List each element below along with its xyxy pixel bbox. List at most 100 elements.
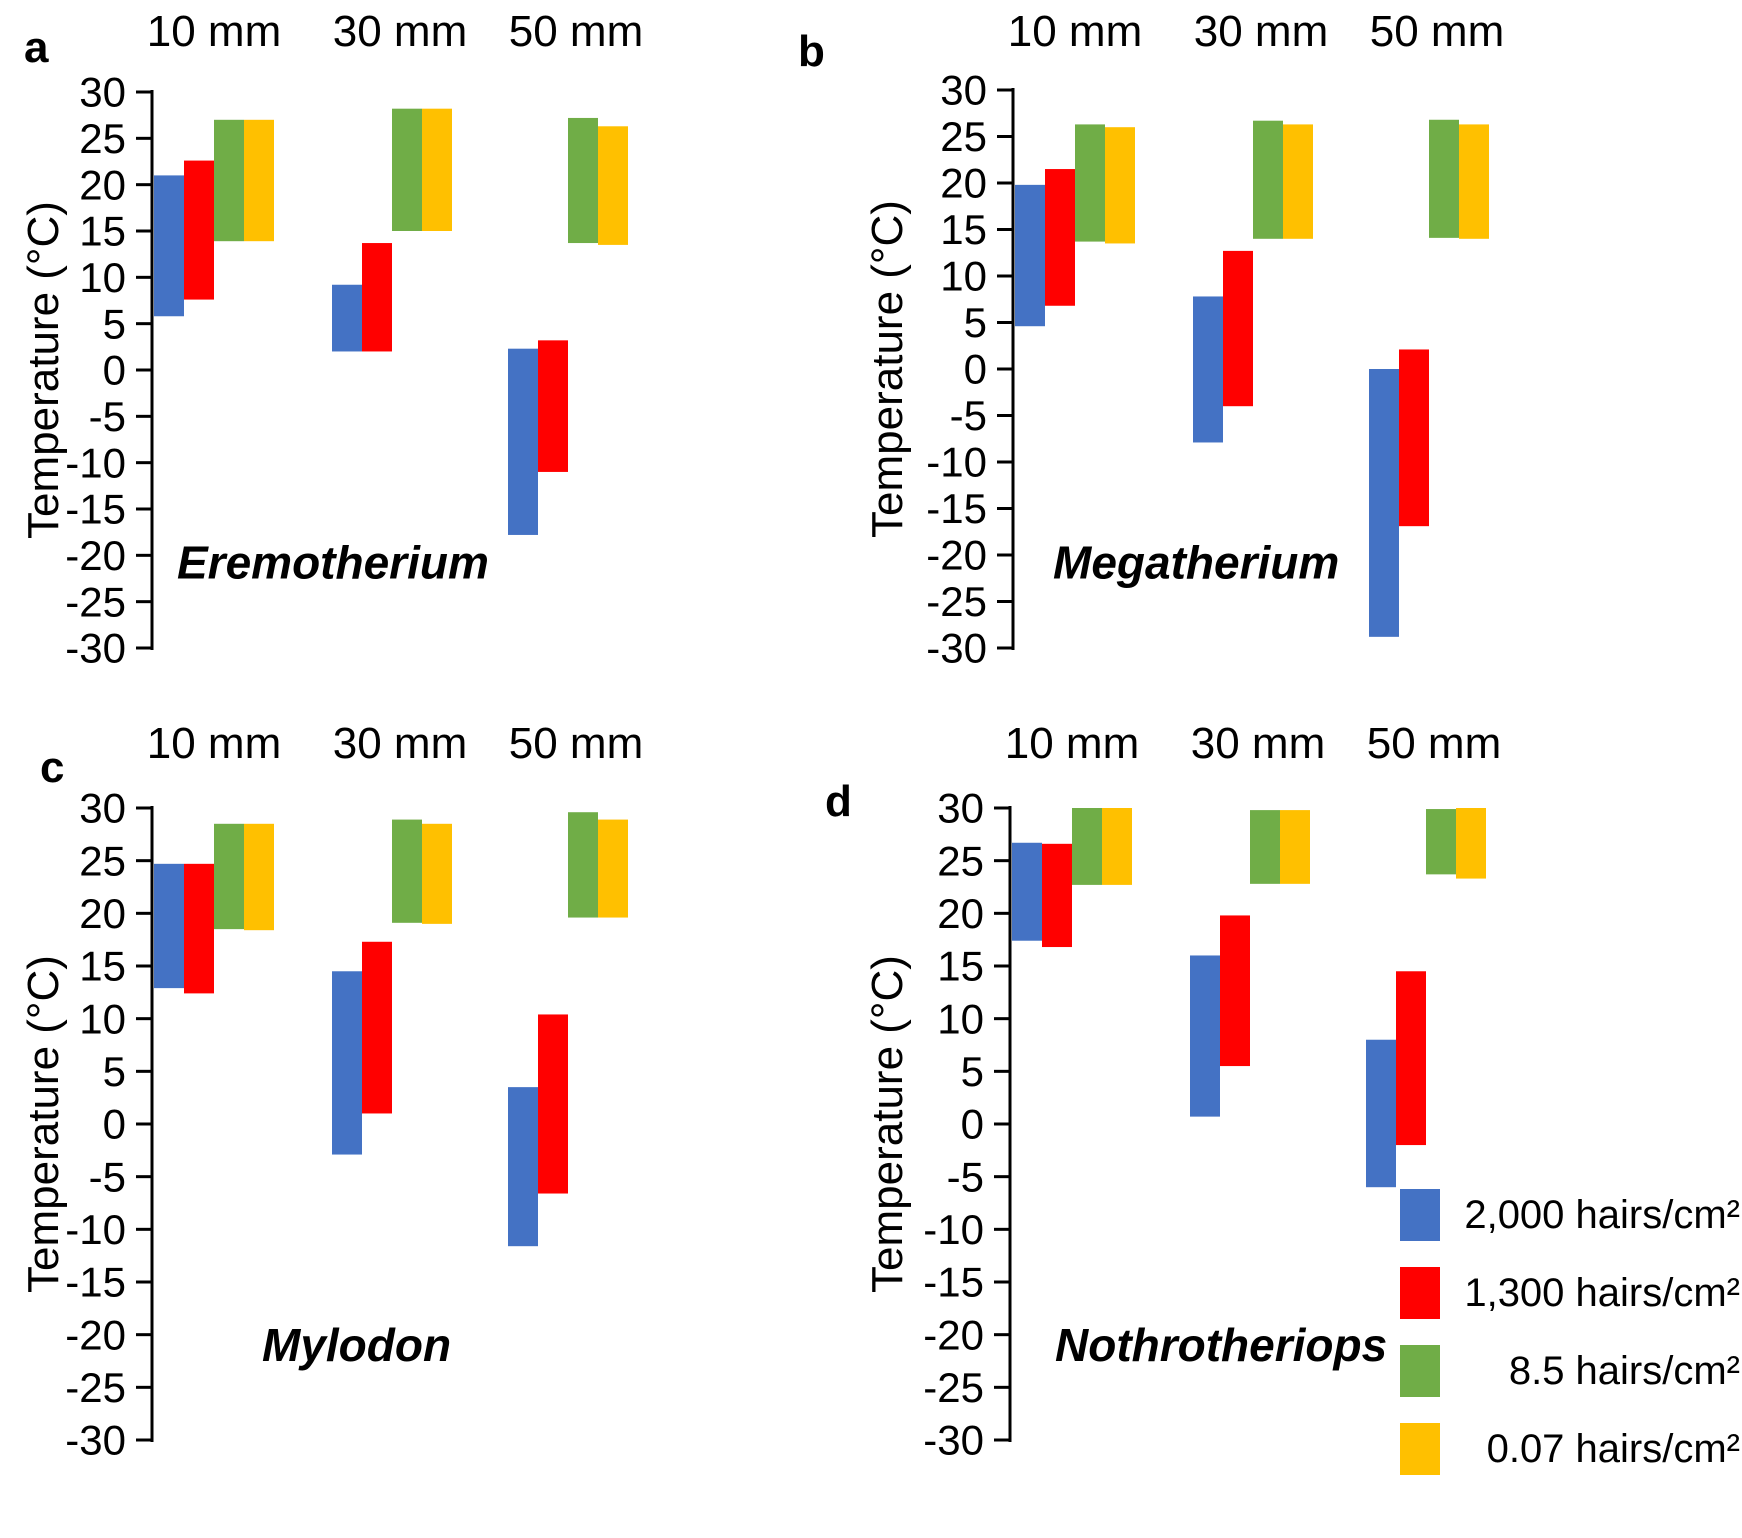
legend-label-0-07: 0.07 hairs/cm² [1486,1427,1740,1471]
y-tick-label: 0 [103,1101,126,1148]
y-tick-label: 0 [103,347,126,394]
bar-yellow-10mm [244,823,274,931]
bar-red-50mm [538,1014,568,1194]
y-tick-label: -25 [926,578,987,625]
category-label-50mm: 50 mm [1367,719,1501,768]
y-tick-label: -25 [65,1364,126,1411]
bar-green-50mm [568,117,598,244]
y-tick-label: 15 [79,208,126,255]
y-tick-label: -20 [926,532,987,579]
chart-nothrotheriops: d 10 mm 30 mm 50 mm 30 25 20 15 10 5 0 -5 -10 -15 -20 -… [825,719,1501,1464]
y-tick-label: -15 [65,486,126,533]
bar-yellow-30mm [1283,124,1313,239]
y-tick-label: 5 [964,299,987,346]
legend-label-1300: 1,300 hairs/cm² [1464,1271,1740,1315]
bar-yellow-50mm [1459,124,1489,239]
bar-red-10mm [1042,843,1072,948]
y-tick-label: 10 [937,995,984,1042]
bar-red-50mm [1399,349,1429,527]
y-tick-label: 5 [961,1048,984,1095]
bar-blue-30mm [1190,955,1220,1117]
y-tick-label: 30 [937,785,984,832]
y-tick-label: -10 [926,439,987,486]
y-tick-label: -10 [923,1206,984,1253]
bar-red-10mm [184,863,214,994]
species-label-nothrotheriops: Nothrotheriops [1055,1319,1387,1371]
category-label-50mm: 50 mm [509,719,643,768]
panel-letter-a: a [24,23,49,72]
chart-eremotherium: a 10 mm 30 mm 50 mm302520151050-5-10-15-20-… [19,7,643,672]
y-tick-label: 15 [79,943,126,990]
y-tick-label: -15 [926,485,987,532]
bar-yellow-50mm [1456,808,1486,879]
bar-blue-30mm [1193,296,1223,443]
y-tick-label: 25 [937,837,984,884]
legend-row-0-07: 0.07 hairs/cm² [1400,1422,1740,1476]
category-label-30mm: 30 mm [1191,719,1325,768]
y-tick-label: 20 [79,161,126,208]
legend: 2,000 hairs/cm² 1,300 hairs/cm² 8.5 hair… [1400,1188,1740,1500]
y-tick-label: -25 [65,578,126,625]
y-tick-label: -20 [65,532,126,579]
y-tick-label: 25 [79,115,126,162]
bar-blue-10mm [1015,184,1045,327]
bar-yellow-10mm [1102,808,1132,885]
legend-swatch-8-5-icon [1400,1345,1440,1397]
bar-yellow-10mm [1105,127,1135,244]
species-label-eremotherium: Eremotherium [177,537,489,589]
bar-blue-30mm [332,284,362,352]
bar-blue-50mm [508,1087,538,1247]
category-label-10mm: 10 mm [147,719,281,768]
bar-blue-10mm [154,863,184,989]
y-tick-label: 20 [940,160,987,207]
species-label-megatherium: Megatherium [1053,536,1339,588]
bar-yellow-10mm [244,119,274,242]
category-label-50mm: 50 mm [1370,7,1504,56]
legend-swatch-2000-icon [1400,1189,1440,1241]
legend-label-8-5: 8.5 hairs/cm² [1508,1349,1740,1393]
category-label-10mm: 10 mm [1005,719,1139,768]
y-tick-label: 20 [79,890,126,937]
panel-mylodon: c 10 mm 30 mm 50 mm 30 25 20 15 10 5 0 -5 -10 -15 -20 -… [0,690,790,1538]
y-axis-title: Temperature (°C) [863,200,912,538]
panel-megatherium: b 10 mm 30 mm 50 mm 30 25 20 15 10 5 0 -5 -10 -15 -20-… [790,0,1742,690]
y-tick-label: -25 [923,1364,984,1411]
y-tick-label: -20 [923,1311,984,1358]
legend-swatch-1300-icon [1400,1267,1440,1319]
bar-red-30mm [362,243,392,352]
category-label-10mm: 10 mm [147,7,281,56]
legend-row-2000: 2,000 hairs/cm² [1400,1188,1740,1242]
y-tick-label: 20 [937,890,984,937]
species-label-mylodon: Mylodon [262,1319,451,1371]
y-tick-label: -5 [947,1153,984,1200]
y-tick-label: -20 [65,1311,126,1358]
y-axis-title: Temperature (°C) [19,955,68,1293]
y-tick-label: 10 [79,254,126,301]
bar-green-50mm [1429,119,1459,238]
y-tick-label: 10 [79,995,126,1042]
bar-blue-10mm [154,175,184,317]
bar-green-30mm [392,819,422,923]
category-label-50mm: 50 mm [509,7,643,56]
y-tick-label: 30 [940,67,987,114]
bar-green-30mm [1250,810,1280,884]
y-tick-label: 25 [79,837,126,884]
bar-red-10mm [1045,169,1075,306]
bar-red-50mm [538,340,568,472]
y-tick-label: 25 [940,113,987,160]
y-tick-label: 10 [940,253,987,300]
bar-yellow-30mm [422,108,452,231]
category-label-30mm: 30 mm [1194,7,1328,56]
bar-blue-50mm [1366,1039,1396,1188]
y-tick-label: -30 [926,625,987,672]
bar-yellow-50mm [598,819,628,918]
bar-green-10mm [1075,124,1105,242]
bar-blue-30mm [332,971,362,1155]
bar-red-50mm [1396,971,1426,1146]
y-tick-label: -15 [65,1259,126,1306]
bar-green-30mm [1253,120,1283,239]
panel-eremotherium: a 10 mm 30 mm 50 mm 30 25 20 15 10 5 0 -5 -10 -15 -20-… [0,0,790,690]
bar-blue-10mm [1012,842,1042,941]
bar-red-30mm [1220,915,1250,1067]
y-tick-label: 15 [940,206,987,253]
